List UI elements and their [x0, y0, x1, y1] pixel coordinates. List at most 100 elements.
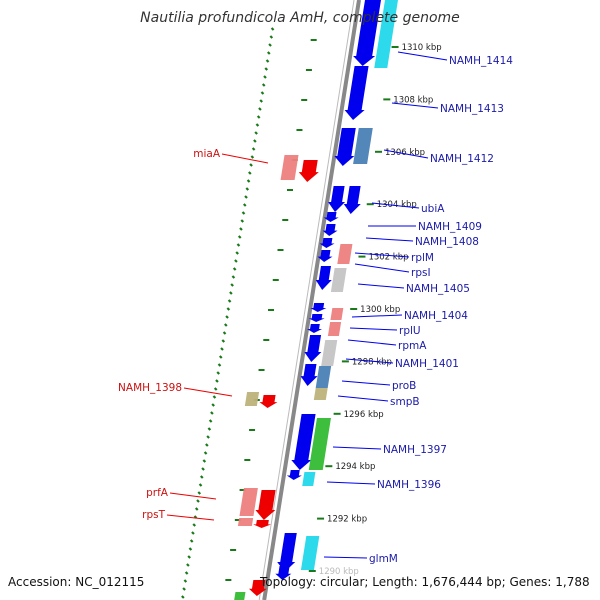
cds-forward-arrow [286, 470, 302, 480]
gene-label-leader [371, 202, 420, 209]
ruler-tick-label: 1300 kbp [360, 305, 400, 315]
inner-ring-dot [213, 387, 218, 391]
feature-block [321, 340, 338, 366]
gene-label-leader [166, 514, 215, 521]
inner-ring-dot [237, 235, 242, 239]
feature-block [308, 418, 331, 470]
gene-label-NAMH_1408[interactable]: NAMH_1408 [415, 236, 479, 248]
inner-ring-dot [241, 211, 246, 215]
ruler-tick-label: 1310 kbp [402, 43, 442, 53]
inner-ring-dot [215, 379, 219, 383]
gene-label-leader [341, 380, 391, 386]
gene-label-NAMH_1404[interactable]: NAMH_1404 [404, 310, 468, 322]
gene-label-leader [391, 102, 439, 109]
inner-ring-dot [188, 547, 193, 551]
inner-ring-dot [222, 331, 227, 335]
cds-forward-arrow [317, 250, 333, 262]
gene-label-prfA[interactable]: prfA [146, 487, 169, 499]
inner-ring-dot [240, 219, 245, 223]
cds-forward-arrow [308, 314, 325, 322]
cds-forward-arrow [353, 0, 381, 66]
inner-ring-dot [234, 259, 238, 263]
map-title: Nautilia profundicola AmH, complete geno… [140, 10, 460, 26]
cds-reverse-arrow [298, 160, 319, 182]
inner-ring-dot [254, 131, 258, 135]
inner-ring-dot [194, 507, 199, 511]
inner-ring-dot [226, 307, 231, 311]
gene-label-NAMH_1401[interactable]: NAMH_1401 [395, 358, 459, 370]
inner-ring-dot [231, 275, 236, 279]
ruler-tick-label: 1298 kbp [352, 357, 392, 367]
inner-ring-dot [245, 187, 250, 191]
gene-label-leader [365, 237, 414, 242]
ruler-tick-label: 1306 kbp [385, 148, 425, 158]
gene-label-NAMH_1412[interactable]: NAMH_1412 [430, 153, 494, 165]
gene-label-leader [354, 263, 410, 273]
gene-label-NAMH_1414[interactable]: NAMH_1414 [449, 55, 513, 67]
gene-label-proB[interactable]: proB [392, 380, 416, 392]
gene-label-leader [337, 395, 389, 402]
inner-ring-dot [255, 123, 260, 127]
inner-ring-dot [229, 291, 233, 295]
inner-ring-dot [201, 467, 205, 471]
gene-label-leader [351, 314, 403, 318]
inner-ring-dot [191, 531, 195, 535]
cds-forward-arrow [344, 66, 369, 120]
inner-ring-dot [224, 323, 228, 327]
inner-ring-dot [232, 267, 237, 271]
gene-label-leader [323, 556, 368, 559]
ruler-tick-label: 1292 kbp [327, 515, 367, 525]
cds-forward-arrow [323, 212, 339, 222]
inner-ring-dot [211, 403, 215, 407]
inner-ring-dot [260, 91, 265, 95]
feature-block [302, 472, 316, 486]
feature-block [374, 0, 398, 68]
inner-ring-dot [218, 355, 223, 359]
cds-forward-arrow [307, 324, 323, 333]
gene-label-leader [169, 492, 217, 500]
inner-ring-dot [212, 395, 217, 399]
gene-label-rplU[interactable]: rplU [399, 325, 421, 337]
gene-label-leader [332, 446, 382, 450]
feature-block [327, 322, 342, 336]
gene-label-smpB[interactable]: smpB [390, 396, 420, 408]
gene-label-NAMH_1398[interactable]: NAMH_1398 [118, 382, 182, 394]
gene-label-miaA[interactable]: miaA [193, 148, 221, 160]
inner-ring-dot [256, 115, 261, 119]
inner-ring-dot [200, 475, 204, 479]
gene-label-rplM[interactable]: rplM [411, 252, 434, 264]
inner-ring-dot [181, 595, 185, 599]
gene-label-leader [357, 283, 405, 289]
gene-label-leader [347, 339, 397, 346]
cds-forward-arrow [315, 266, 332, 290]
gene-label-glmM[interactable]: glmM [369, 553, 398, 565]
gene-label-rpsI[interactable]: rpsI [411, 267, 431, 279]
cds-forward-arrow [334, 128, 356, 166]
inner-ring-dot [208, 419, 213, 423]
inner-ring-dot [251, 147, 256, 151]
inner-ring-dot [192, 523, 196, 527]
feature-block [300, 536, 320, 570]
gene-label-NAMH_1409[interactable]: NAMH_1409 [418, 221, 482, 233]
reverse-feature-block [244, 392, 260, 406]
inner-ring-dot [267, 51, 271, 55]
inner-ring-dot [261, 83, 266, 87]
gene-label-NAMH_1396[interactable]: NAMH_1396 [377, 479, 441, 491]
gene-label-leader [183, 387, 233, 397]
gene-label-NAMH_1405[interactable]: NAMH_1405 [406, 283, 470, 295]
gene-label-leader [349, 327, 398, 331]
inner-ring-dot [227, 299, 232, 303]
gene-label-NAMH_1413[interactable]: NAMH_1413 [440, 103, 504, 115]
inner-ring-dot [210, 411, 214, 415]
gene-label-leader [354, 252, 410, 258]
ruler-tick-label: 1308 kbp [393, 95, 433, 105]
gene-label-leader [345, 358, 394, 364]
gene-label-ubiA[interactable]: ubiA [421, 203, 445, 215]
inner-ring-dot [203, 451, 208, 455]
cds-forward-arrow [343, 186, 361, 214]
gene-label-rpsT[interactable]: rpsT [142, 509, 165, 521]
gene-label-rpmA[interactable]: rpmA [398, 340, 427, 352]
cds-forward-arrow [304, 335, 322, 362]
gene-label-NAMH_1397[interactable]: NAMH_1397 [383, 444, 447, 456]
